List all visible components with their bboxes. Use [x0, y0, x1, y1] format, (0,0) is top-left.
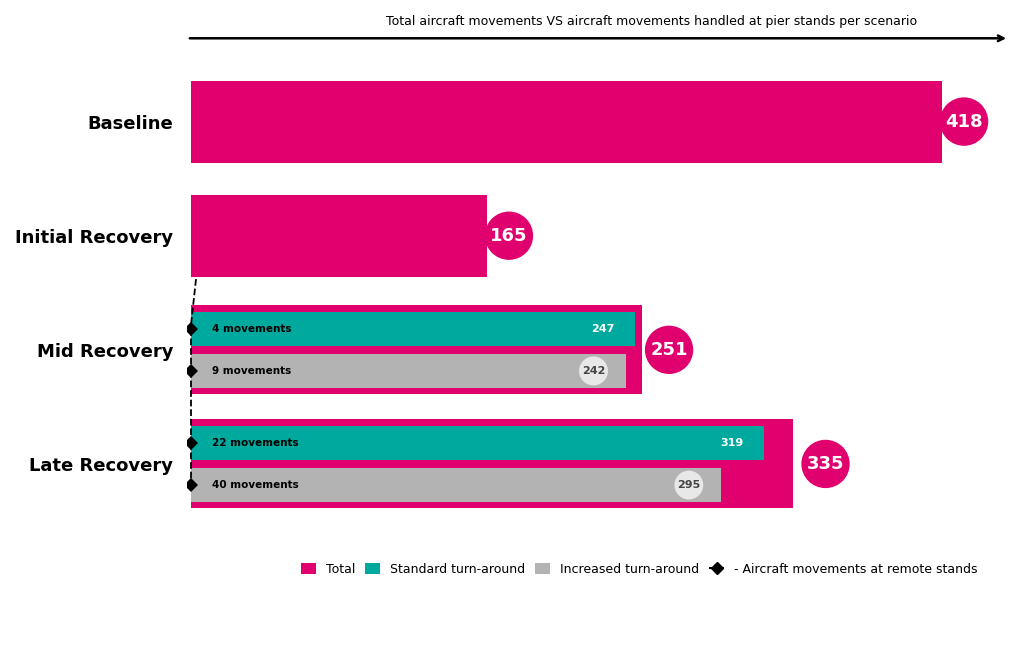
Text: 295: 295	[677, 480, 700, 490]
Text: 418: 418	[945, 113, 983, 131]
Text: 165: 165	[490, 226, 527, 245]
Legend: Total, Standard turn-around, Increased turn-around, - Aircraft movements at remo: Total, Standard turn-around, Increased t…	[296, 558, 983, 581]
Text: 40 movements: 40 movements	[212, 480, 299, 490]
Bar	[190, 419, 794, 509]
Bar	[190, 305, 642, 394]
Text: 22 movements: 22 movements	[212, 438, 299, 448]
Text: Total aircraft movements VS aircraft movements handled at pier stands per scenar: Total aircraft movements VS aircraft mov…	[386, 15, 918, 28]
Bar	[190, 468, 721, 502]
Bar	[190, 195, 487, 277]
Text: 9 movements: 9 movements	[212, 366, 292, 376]
Text: 335: 335	[807, 455, 844, 473]
Text: 242: 242	[582, 366, 605, 376]
Bar	[190, 426, 764, 460]
Bar	[190, 354, 626, 388]
Bar	[190, 312, 635, 346]
Text: 319: 319	[720, 438, 743, 448]
Text: 251: 251	[650, 341, 688, 359]
Text: 4 movements: 4 movements	[212, 324, 292, 334]
Bar	[190, 80, 942, 162]
Text: 247: 247	[591, 324, 614, 334]
